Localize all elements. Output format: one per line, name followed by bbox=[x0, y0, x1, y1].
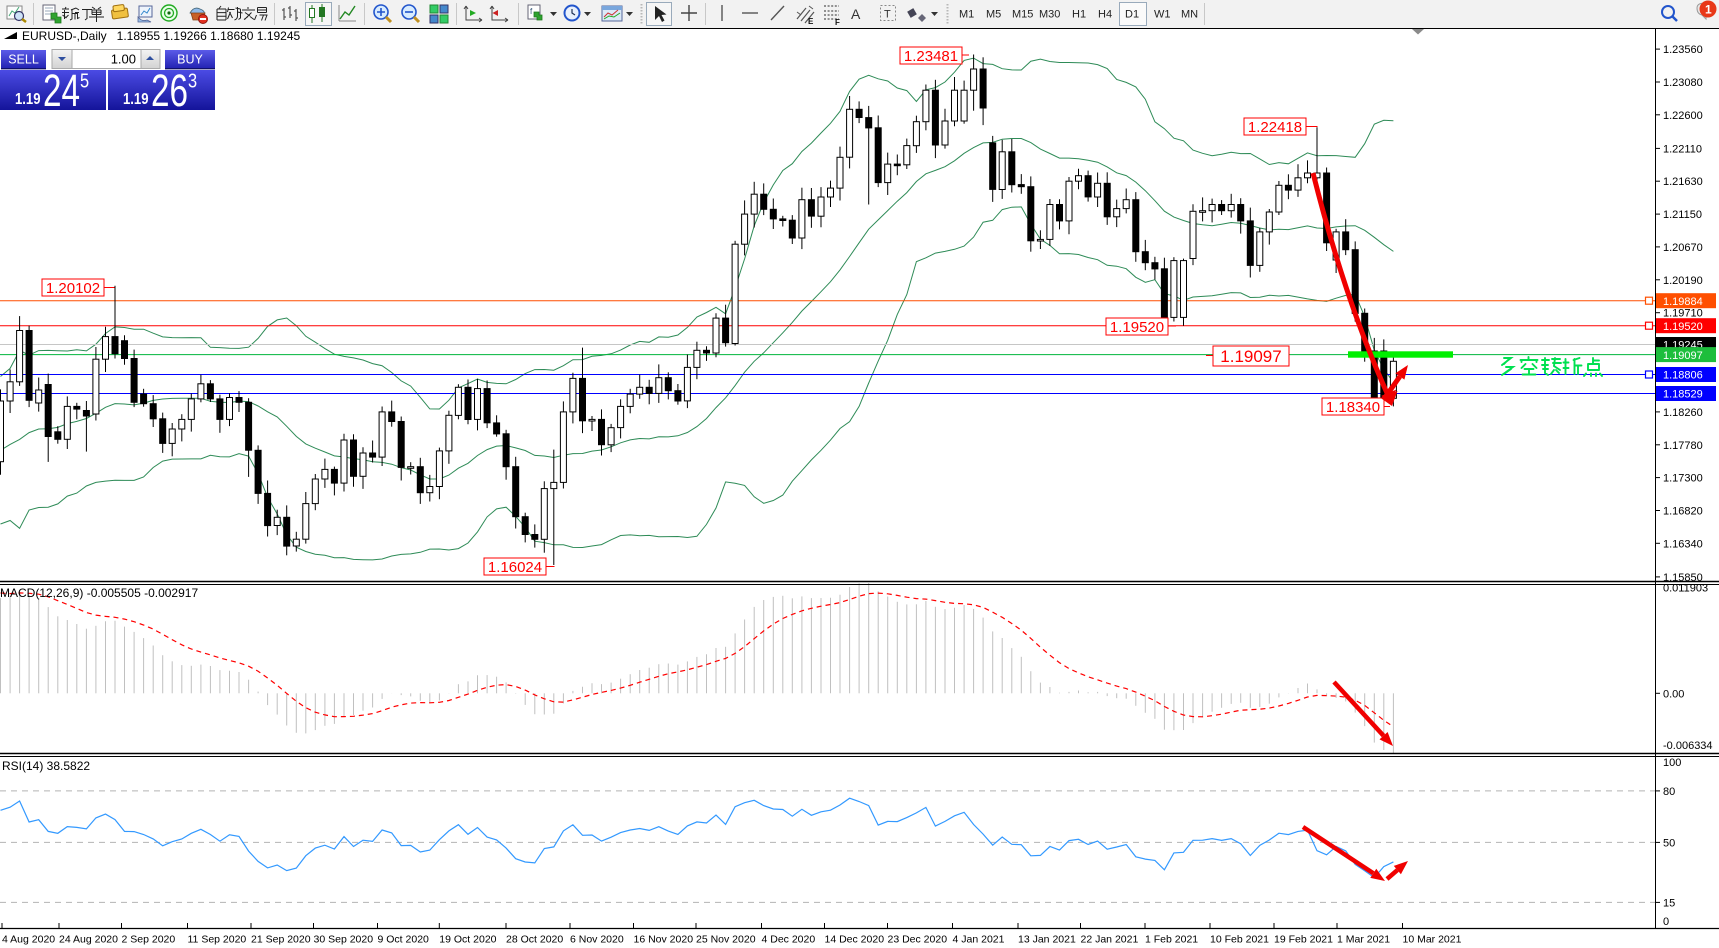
svg-text:M1: M1 bbox=[959, 9, 974, 21]
svg-text:25 Nov 2020: 25 Nov 2020 bbox=[696, 934, 756, 946]
svg-text:16 Nov 2020: 16 Nov 2020 bbox=[634, 934, 694, 946]
svg-text:1.18340: 1.18340 bbox=[1326, 399, 1380, 416]
svg-text:1 Mar 2021: 1 Mar 2021 bbox=[1337, 934, 1390, 946]
svg-text:1.19097: 1.19097 bbox=[1663, 350, 1703, 362]
svg-text:T: T bbox=[884, 9, 891, 21]
svg-text:0: 0 bbox=[1663, 916, 1669, 928]
svg-text:14 Dec 2020: 14 Dec 2020 bbox=[825, 934, 885, 946]
svg-text:1.18806: 1.18806 bbox=[1663, 370, 1703, 382]
svg-text:1.00: 1.00 bbox=[111, 52, 136, 67]
svg-text:1.20670: 1.20670 bbox=[1663, 242, 1703, 254]
svg-text:0.00: 0.00 bbox=[1663, 688, 1684, 700]
svg-text:1.18260: 1.18260 bbox=[1663, 407, 1703, 419]
svg-text:f: f bbox=[530, 7, 533, 16]
svg-text:22 Jan 2021: 22 Jan 2021 bbox=[1081, 934, 1139, 946]
svg-text:9 Oct 2020: 9 Oct 2020 bbox=[378, 934, 430, 946]
svg-text:24: 24 bbox=[43, 66, 80, 116]
svg-text:4 Jan 2021: 4 Jan 2021 bbox=[953, 934, 1005, 946]
svg-text:1.20102: 1.20102 bbox=[46, 280, 100, 297]
svg-text:H1: H1 bbox=[1072, 9, 1086, 21]
svg-text:28 Oct 2020: 28 Oct 2020 bbox=[506, 934, 563, 946]
svg-text:1.17300: 1.17300 bbox=[1663, 473, 1703, 485]
svg-text:1.16024: 1.16024 bbox=[488, 559, 542, 576]
svg-text:1.23481: 1.23481 bbox=[904, 48, 958, 65]
svg-text:1: 1 bbox=[1705, 3, 1712, 17]
svg-text:1.19520: 1.19520 bbox=[1663, 321, 1703, 333]
svg-text:BUY: BUY bbox=[177, 53, 203, 67]
svg-text:1.23560: 1.23560 bbox=[1663, 44, 1703, 56]
svg-text:1.19710: 1.19710 bbox=[1663, 308, 1703, 320]
svg-text:W1: W1 bbox=[1154, 9, 1171, 21]
svg-text:1.19520: 1.19520 bbox=[1110, 319, 1164, 336]
svg-text:100: 100 bbox=[1663, 757, 1681, 769]
svg-text:A: A bbox=[851, 6, 861, 22]
svg-text:SELL: SELL bbox=[8, 53, 39, 67]
svg-text:10 Feb 2021: 10 Feb 2021 bbox=[1210, 934, 1269, 946]
svg-text:-0.006334: -0.006334 bbox=[1663, 740, 1713, 752]
svg-text:11 Sep 2020: 11 Sep 2020 bbox=[188, 934, 247, 946]
svg-text:M30: M30 bbox=[1039, 9, 1060, 21]
svg-text:6 Nov 2020: 6 Nov 2020 bbox=[570, 934, 624, 946]
svg-text:2 Sep 2020: 2 Sep 2020 bbox=[122, 934, 176, 946]
svg-text:F: F bbox=[835, 18, 840, 27]
svg-text:1.19097: 1.19097 bbox=[1220, 347, 1281, 366]
svg-text:13 Jan 2021: 13 Jan 2021 bbox=[1018, 934, 1076, 946]
svg-text:RSI(14) 38.5822: RSI(14) 38.5822 bbox=[2, 759, 90, 773]
svg-text:1.22600: 1.22600 bbox=[1663, 110, 1703, 122]
svg-text:EURUSD-,Daily 1.18955 1.1926: EURUSD-,Daily 1.18955 1.19266 1.18680 1.… bbox=[22, 29, 301, 43]
svg-text:D1: D1 bbox=[1125, 9, 1139, 21]
svg-text:1.20190: 1.20190 bbox=[1663, 275, 1703, 287]
svg-text:1.17780: 1.17780 bbox=[1663, 440, 1703, 452]
svg-text:1.16820: 1.16820 bbox=[1663, 506, 1703, 518]
svg-text:21 Sep 2020: 21 Sep 2020 bbox=[251, 934, 311, 946]
svg-text:10 Mar 2021: 10 Mar 2021 bbox=[1403, 934, 1462, 946]
svg-text:50: 50 bbox=[1663, 837, 1675, 849]
svg-text:1.21630: 1.21630 bbox=[1663, 176, 1703, 188]
svg-text:M5: M5 bbox=[986, 9, 1001, 21]
svg-text:5: 5 bbox=[80, 69, 89, 92]
svg-text:23 Dec 2020: 23 Dec 2020 bbox=[888, 934, 948, 946]
svg-text:19 Feb 2021: 19 Feb 2021 bbox=[1274, 934, 1333, 946]
svg-text:26: 26 bbox=[151, 66, 188, 116]
svg-text:1.16340: 1.16340 bbox=[1663, 538, 1703, 550]
svg-text:MN: MN bbox=[1181, 9, 1198, 21]
svg-text:15: 15 bbox=[1663, 897, 1675, 909]
svg-text:E: E bbox=[808, 17, 814, 26]
svg-text:1.21150: 1.21150 bbox=[1663, 209, 1702, 221]
svg-text:19 Oct 2020: 19 Oct 2020 bbox=[439, 934, 496, 946]
svg-text:1.19884: 1.19884 bbox=[1663, 296, 1703, 308]
svg-text:1.22110: 1.22110 bbox=[1663, 143, 1702, 155]
svg-text:M15: M15 bbox=[1012, 9, 1033, 21]
svg-text:1.19: 1.19 bbox=[123, 91, 149, 108]
svg-text:0.011903: 0.011903 bbox=[1663, 583, 1708, 595]
svg-text:1.15850: 1.15850 bbox=[1663, 572, 1703, 584]
svg-text:4 Dec 2020: 4 Dec 2020 bbox=[762, 934, 816, 946]
svg-text:80: 80 bbox=[1663, 786, 1675, 798]
svg-text:24 Aug 2020: 24 Aug 2020 bbox=[59, 934, 118, 946]
svg-text:MACD(12,26,9) -0.005505 -0.002: MACD(12,26,9) -0.005505 -0.002917 bbox=[0, 586, 198, 600]
svg-text:3: 3 bbox=[188, 69, 197, 92]
svg-text:1.18529: 1.18529 bbox=[1663, 389, 1703, 401]
svg-text:1 Feb 2021: 1 Feb 2021 bbox=[1145, 934, 1198, 946]
svg-text:H4: H4 bbox=[1098, 9, 1112, 21]
svg-text:1.23080: 1.23080 bbox=[1663, 77, 1703, 89]
svg-text:30 Sep 2020: 30 Sep 2020 bbox=[314, 934, 374, 946]
svg-text:1.22418: 1.22418 bbox=[1248, 119, 1302, 136]
svg-text:1.19: 1.19 bbox=[15, 91, 41, 108]
svg-text:4 Aug 2020: 4 Aug 2020 bbox=[2, 934, 55, 946]
